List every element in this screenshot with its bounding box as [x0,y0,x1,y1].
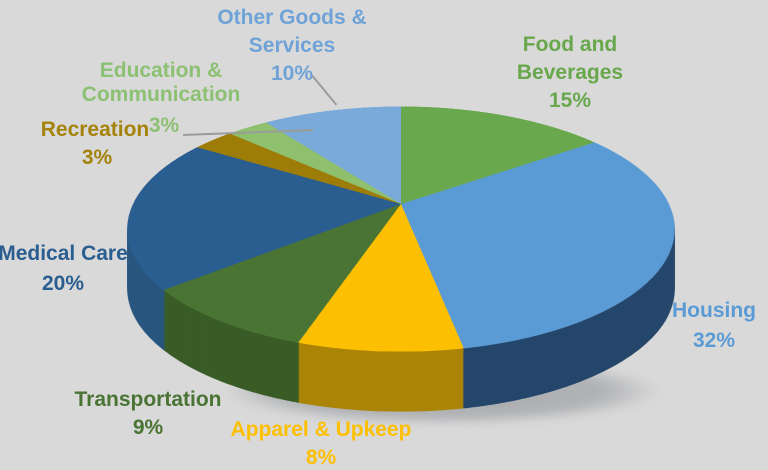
label-housing-line1: Housing [672,299,756,322]
label-other-goods-pct: 10% [270,62,314,85]
label-other-goods-services: Other Goods & Services 10% [217,4,366,88]
label-education-pct: 3% [148,114,180,137]
label-recreation: Recreation [40,118,150,141]
label-food-line1: Food and [522,33,618,56]
label-food-line2: Beverages [516,61,624,84]
label-medical-pct: 20% [41,272,85,295]
label-apparel-line1: Apparel & Upkeep [230,418,412,441]
label-housing: Housing 32% [672,296,756,356]
label-recreation-pct: 3% [81,146,113,169]
label-apparel-upkeep: Apparel & Upkeep 8% [231,416,412,470]
label-medical-care: Medical Care 20% [0,239,128,299]
label-transportation-line1: Transportation [74,388,222,411]
label-education-communication: Education & Communication [82,59,241,107]
label-other-goods-line2: Services [248,34,336,57]
label-food-and-beverages: Food and Beverages 15% [517,31,623,115]
label-transportation: Transportation 9% [74,386,221,442]
label-medical-line1: Medical Care [0,242,128,265]
label-education-line1: Education & [99,59,223,82]
label-food-pct: 15% [548,89,592,112]
label-transportation-pct: 9% [132,416,164,439]
label-housing-pct: 32% [692,329,736,352]
label-apparel-pct: 8% [305,446,337,469]
label-other-goods-line1: Other Goods & [217,6,367,29]
label-education-line2: Communication [81,83,241,106]
